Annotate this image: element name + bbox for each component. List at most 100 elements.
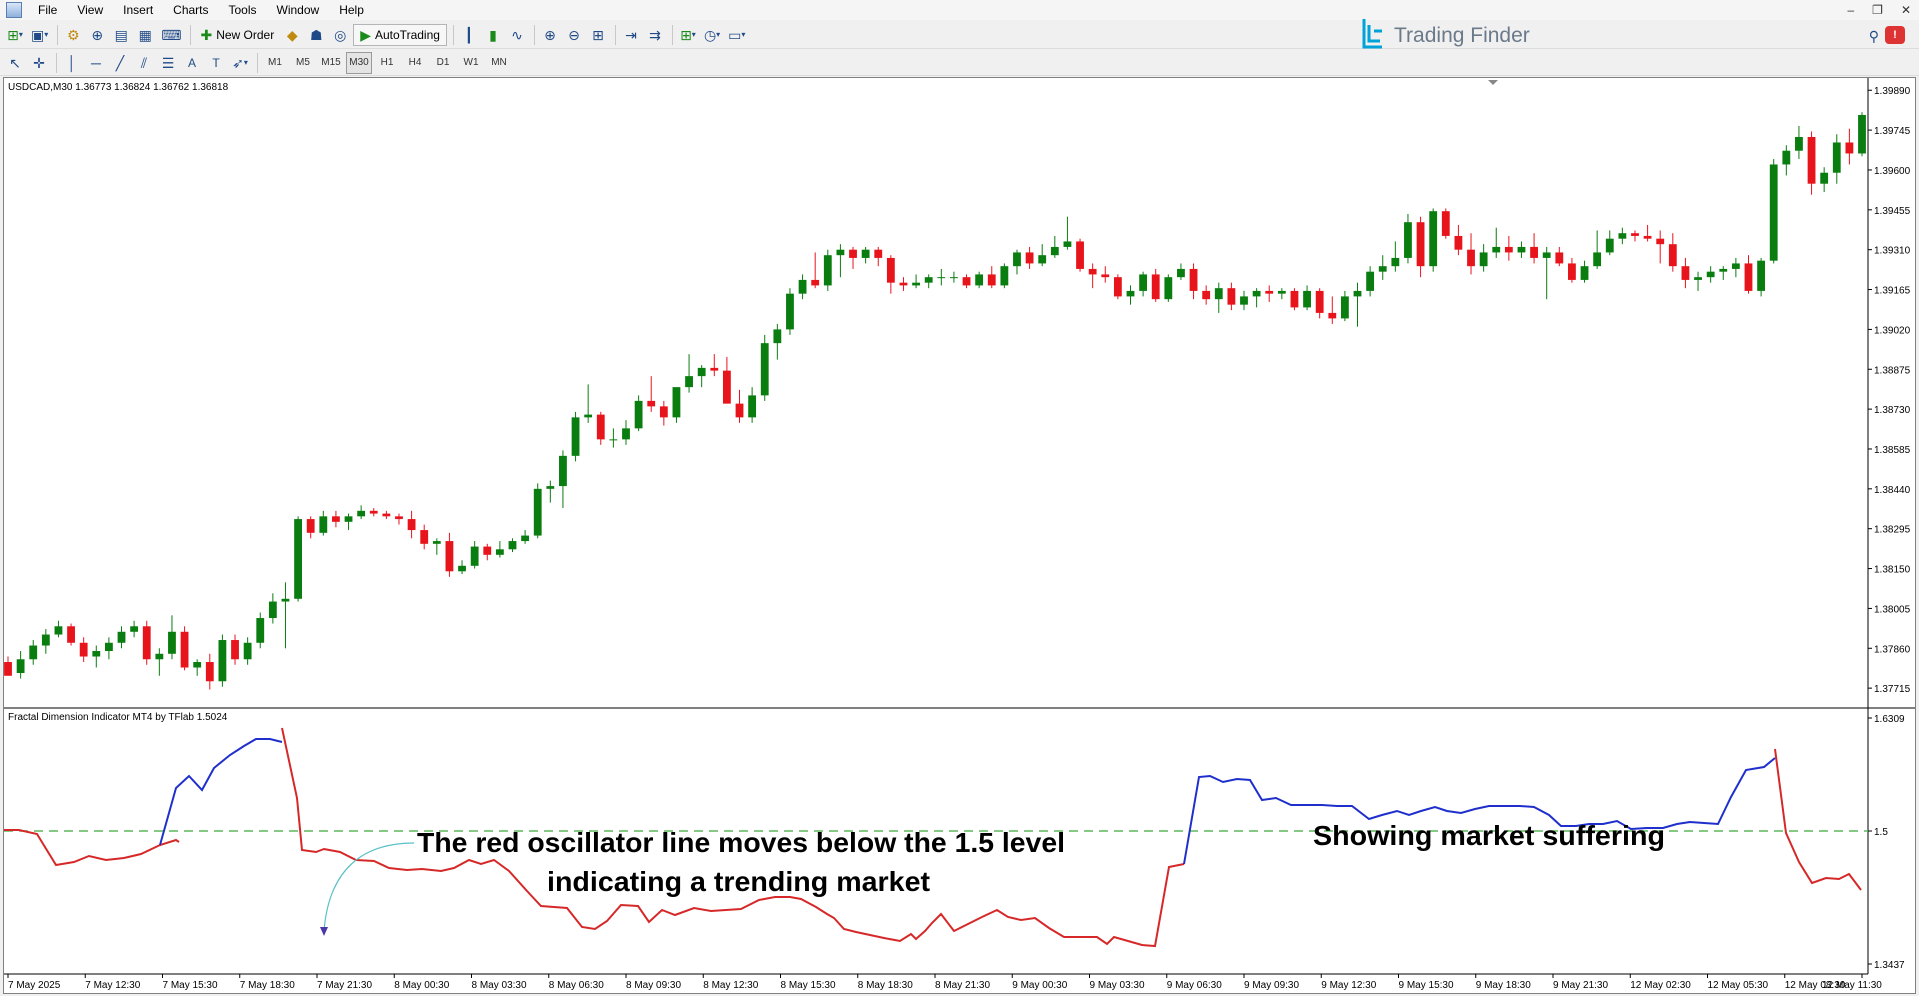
autoscroll-button[interactable]: ⇉ [644,24,666,46]
metaeditor-button[interactable]: ◆ [281,24,303,46]
timeframe-w1-button[interactable]: W1 [463,57,479,68]
timeframe-m1-button[interactable]: M1 [268,57,282,68]
candle-body [533,488,542,536]
timeframe-m5-button[interactable]: M5 [296,57,310,68]
close-button[interactable]: ✕ [1900,3,1911,17]
indicator-axis-level: 1.5 [1874,827,1888,838]
price-axis-label: 1.39020 [1874,325,1911,336]
timeframe-m30-button[interactable]: M30 [346,51,372,74]
fibonacci-button[interactable]: ☰ [157,52,179,74]
new-chart-button[interactable]: ⊞ ▾ [7,26,23,43]
new-order-button[interactable]: ✚ New Order [195,24,279,46]
text-button[interactable]: A [181,52,203,74]
candle-body [559,455,567,487]
candle-body [937,277,946,279]
candle-body [306,519,315,533]
menu-help[interactable]: Help [339,3,364,17]
candle-body [1227,288,1236,305]
candle-body [798,279,807,294]
candle-body [420,530,429,544]
market-watch-button[interactable]: ⚙ [62,24,84,46]
terminal-button[interactable]: ▦ [134,24,156,46]
arrows-button[interactable]: ➶ ▾ [232,54,248,71]
strategy-tester-button[interactable]: ⌨ [158,24,184,46]
channel-button[interactable]: ⫽ [133,52,155,74]
menu-charts[interactable]: Charts [173,3,209,17]
chart-shift-marker-icon[interactable] [1488,80,1498,85]
menu-tools[interactable]: Tools [228,3,257,17]
candle-body [1290,290,1299,308]
minimize-button[interactable]: – [1847,3,1855,17]
vertical-line-button[interactable]: │ [61,52,83,74]
signals-button[interactable]: ◎ [329,24,351,46]
timeframe-mn-button[interactable]: MN [491,57,507,68]
time-axis-label: 8 May 03:30 [472,980,527,991]
candle-body [987,274,996,286]
tester-icon: ⌨ [161,26,182,43]
chart-shift-button[interactable]: ⇥ [620,24,642,46]
fibonacci-icon: ☰ [161,54,175,71]
candlestick-button[interactable]: ▮ [482,24,504,46]
time-axis-label: 7 May 21:30 [317,980,372,991]
chart-canvas[interactable]: USDCAD,M30 1.36773 1.36824 1.36762 1.368… [4,78,1915,993]
indicator-axis-min: 1.3437 [1874,960,1905,971]
candle-body [786,293,794,330]
price-axis-label: 1.38005 [1874,604,1911,615]
candle-body [130,626,139,632]
horizontal-line-button[interactable]: ─ [85,52,107,74]
zoom-in-button[interactable]: ⊕ [539,24,561,46]
notification-icon[interactable]: ! [1885,26,1905,44]
zoom-out-button[interactable]: ⊖ [563,24,585,46]
candle-body [1807,136,1816,184]
bar-chart-button[interactable]: ┃ [458,24,480,46]
cursor-button[interactable]: ↖ [4,52,26,74]
time-axis-label: 7 May 15:30 [163,980,218,991]
candle-body [1151,274,1160,300]
candle-body [1164,277,1173,300]
oscillator-trend-segment [4,829,180,867]
autotrading-icon: ▶ [360,26,371,43]
text-label-button[interactable]: T [205,52,227,74]
candle-body [823,255,832,286]
candle-body [1656,238,1665,245]
chart-window[interactable]: USDCAD,M30 1.36773 1.36824 1.36762 1.368… [3,77,1916,994]
candle-body [1454,235,1463,250]
indicators-button[interactable]: ⊞ ▾ [680,26,696,43]
timeframe-d1-button[interactable]: D1 [436,57,450,68]
vps-button[interactable]: ☗ [305,24,327,46]
candle-body [1795,136,1803,151]
templates-button[interactable]: ▭ ▾ [728,26,746,43]
candle-body [697,367,706,377]
candle-body [1832,142,1841,173]
candle-body [811,279,820,286]
navigator-button[interactable]: ▤ [110,24,132,46]
search-icon[interactable]: ⚲ [1868,28,1879,44]
trendline-button[interactable]: ╱ [109,52,131,74]
restore-button[interactable]: ❐ [1872,3,1883,17]
zoom-in-icon: ⊕ [544,26,556,43]
profiles-button[interactable]: ▣ ▾ [31,26,49,43]
line-chart-button[interactable]: ∿ [506,24,528,46]
candle-body [29,645,38,660]
timeframe-m15-button[interactable]: M15 [321,57,341,68]
data-window-button[interactable]: ⊕ [86,24,108,46]
periods-button[interactable]: ◷ ▾ [703,26,721,43]
zoom-out-icon: ⊖ [568,26,580,43]
candle-body [584,414,593,418]
timeframe-h1-button[interactable]: H1 [380,57,394,68]
text-icon: A [187,55,196,70]
menu-window[interactable]: Window [276,3,320,17]
menu-view[interactable]: View [77,3,104,17]
timeframe-h4-button[interactable]: H4 [408,57,422,68]
candle-body [168,631,176,654]
candle-body [1353,290,1362,297]
menu-insert[interactable]: Insert [123,3,154,17]
oscillator-trend-segment [281,727,1185,948]
autotrading-button[interactable]: ▶ AutoTrading [353,23,447,46]
tile-windows-button[interactable]: ⊞ [587,24,609,46]
time-axis-label: 7 May 12:30 [85,980,140,991]
menu-file[interactable]: File [38,3,58,17]
crosshair-button[interactable]: ✛ [28,52,50,74]
candle-body [243,642,252,660]
candle-body [1025,252,1034,264]
